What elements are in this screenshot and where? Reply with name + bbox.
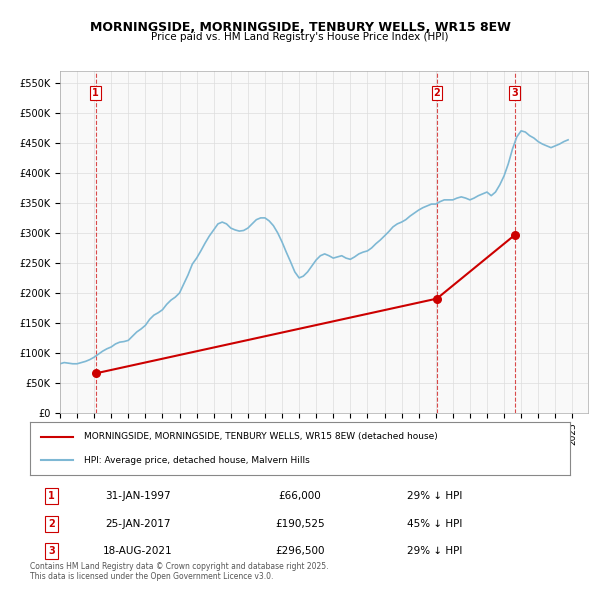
- Text: 18-AUG-2021: 18-AUG-2021: [103, 546, 173, 556]
- Text: Contains HM Land Registry data © Crown copyright and database right 2025.
This d: Contains HM Land Registry data © Crown c…: [30, 562, 329, 581]
- Text: £66,000: £66,000: [278, 491, 322, 502]
- Text: Price paid vs. HM Land Registry's House Price Index (HPI): Price paid vs. HM Land Registry's House …: [151, 32, 449, 42]
- Text: 2: 2: [434, 88, 440, 98]
- Text: 3: 3: [48, 546, 55, 556]
- Text: 45% ↓ HPI: 45% ↓ HPI: [407, 519, 463, 529]
- Text: MORNINGSIDE, MORNINGSIDE, TENBURY WELLS, WR15 8EW: MORNINGSIDE, MORNINGSIDE, TENBURY WELLS,…: [89, 21, 511, 34]
- Text: 1: 1: [48, 491, 55, 502]
- Point: [432, 294, 442, 303]
- Text: 2: 2: [48, 519, 55, 529]
- Point: [91, 369, 100, 378]
- Text: MORNINGSIDE, MORNINGSIDE, TENBURY WELLS, WR15 8EW (detached house): MORNINGSIDE, MORNINGSIDE, TENBURY WELLS,…: [84, 432, 438, 441]
- Text: 3: 3: [511, 88, 518, 98]
- Text: 25-JAN-2017: 25-JAN-2017: [105, 519, 171, 529]
- Text: HPI: Average price, detached house, Malvern Hills: HPI: Average price, detached house, Malv…: [84, 455, 310, 464]
- Text: 29% ↓ HPI: 29% ↓ HPI: [407, 491, 463, 502]
- Text: 29% ↓ HPI: 29% ↓ HPI: [407, 546, 463, 556]
- Text: 1: 1: [92, 88, 99, 98]
- Text: £190,525: £190,525: [275, 519, 325, 529]
- Text: 31-JAN-1997: 31-JAN-1997: [105, 491, 171, 502]
- Text: £296,500: £296,500: [275, 546, 325, 556]
- Point: [510, 230, 520, 240]
